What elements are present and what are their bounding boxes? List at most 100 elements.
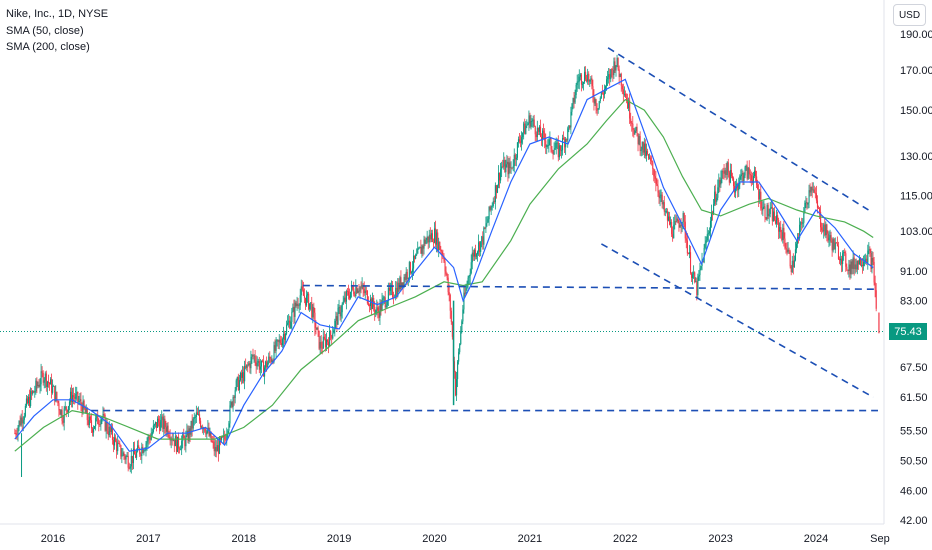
candle-body bbox=[783, 227, 785, 239]
candle-body bbox=[238, 380, 240, 391]
candle-body bbox=[521, 137, 523, 143]
candle-body bbox=[248, 363, 250, 366]
candle-body bbox=[440, 249, 442, 252]
candle-body bbox=[251, 355, 253, 357]
candle-body bbox=[845, 253, 847, 267]
candle-body bbox=[354, 294, 356, 297]
candle-body bbox=[528, 115, 530, 124]
candle-body bbox=[640, 149, 642, 151]
candle-body bbox=[431, 233, 434, 242]
candle-body bbox=[193, 417, 195, 419]
candle-body bbox=[337, 307, 339, 325]
candle-body bbox=[793, 260, 795, 268]
candle-body bbox=[231, 402, 233, 407]
candle-body bbox=[590, 78, 592, 80]
candle-body bbox=[330, 331, 332, 336]
candle-body bbox=[643, 143, 645, 153]
candle-body bbox=[465, 287, 467, 294]
candle-body bbox=[360, 287, 362, 289]
currency-button[interactable]: USD bbox=[893, 4, 926, 26]
candle-body bbox=[296, 303, 298, 306]
candle-body bbox=[130, 455, 132, 467]
candle-body bbox=[731, 176, 734, 179]
candle-body bbox=[716, 197, 718, 202]
candle-body bbox=[15, 433, 17, 435]
candle-body bbox=[71, 391, 73, 403]
candle-body bbox=[489, 206, 491, 210]
candle-body bbox=[786, 249, 788, 253]
candle-body bbox=[205, 431, 207, 435]
sma200-legend[interactable]: SMA (200, close) bbox=[6, 41, 90, 53]
candle-body bbox=[496, 185, 499, 193]
candle-body bbox=[300, 286, 302, 296]
candle-body bbox=[53, 386, 55, 387]
candle-body bbox=[746, 165, 748, 179]
y-tick-label: 103.00 bbox=[900, 226, 932, 238]
candle-body bbox=[410, 272, 413, 274]
candle-body bbox=[396, 288, 398, 297]
candle-body bbox=[224, 434, 226, 440]
candle-body bbox=[809, 190, 811, 193]
candle-body bbox=[772, 211, 774, 222]
candle-body bbox=[200, 420, 202, 428]
candle-body bbox=[183, 434, 185, 439]
candle-body bbox=[627, 99, 629, 109]
candle-body bbox=[755, 170, 757, 177]
candle-body bbox=[21, 417, 23, 424]
candle-body bbox=[115, 437, 117, 442]
candle-body bbox=[628, 100, 630, 109]
candle-body bbox=[232, 397, 234, 407]
candle-body bbox=[333, 329, 335, 334]
candle-body bbox=[405, 271, 407, 280]
candle-body bbox=[119, 443, 121, 446]
symbol-title[interactable]: Nike, Inc., 1D, NYSE bbox=[6, 8, 109, 20]
candle-body bbox=[421, 245, 423, 254]
candle-body bbox=[454, 372, 457, 396]
candle-body bbox=[270, 358, 272, 363]
candle-body bbox=[139, 448, 141, 455]
candle-body bbox=[280, 343, 282, 346]
candle-body bbox=[258, 360, 260, 370]
candle-body bbox=[34, 391, 36, 393]
sma50-legend[interactable]: SMA (50, close) bbox=[6, 24, 84, 37]
candle-body bbox=[830, 235, 832, 242]
candle-body bbox=[676, 218, 678, 222]
candle-body bbox=[179, 448, 181, 450]
candle-body bbox=[843, 251, 845, 254]
candle-body bbox=[180, 449, 182, 451]
candle-body bbox=[208, 427, 210, 436]
candle-body bbox=[693, 272, 695, 275]
candle-body bbox=[41, 371, 43, 373]
candle-body bbox=[77, 391, 79, 402]
candle-body bbox=[635, 126, 637, 131]
candle-body bbox=[365, 290, 367, 292]
candle-body bbox=[551, 149, 553, 152]
candle-body bbox=[26, 398, 29, 404]
candle-body bbox=[559, 145, 561, 151]
candle-body bbox=[271, 360, 273, 363]
candle-body bbox=[449, 294, 451, 311]
candle-body bbox=[563, 138, 565, 140]
candle-body bbox=[423, 239, 425, 249]
candle-body bbox=[737, 183, 739, 191]
candle-body bbox=[815, 193, 817, 201]
candle-body bbox=[511, 167, 513, 169]
candle-body bbox=[355, 287, 357, 297]
candle-body bbox=[460, 330, 462, 345]
candle-body bbox=[872, 258, 874, 262]
candle-body bbox=[227, 430, 229, 435]
y-tick-label: 150.00 bbox=[900, 105, 932, 117]
candle-body bbox=[790, 266, 792, 273]
candle-body bbox=[118, 443, 120, 444]
candle-body bbox=[854, 264, 856, 270]
candle-body bbox=[75, 394, 77, 399]
candle-body bbox=[787, 249, 789, 253]
candle-body bbox=[778, 220, 780, 232]
candle-body bbox=[535, 134, 537, 138]
candle-body bbox=[210, 431, 212, 442]
candle-body bbox=[691, 273, 693, 279]
x-tick-label: 2019 bbox=[327, 533, 351, 545]
candle-body bbox=[278, 339, 280, 342]
candle-body bbox=[386, 300, 388, 306]
